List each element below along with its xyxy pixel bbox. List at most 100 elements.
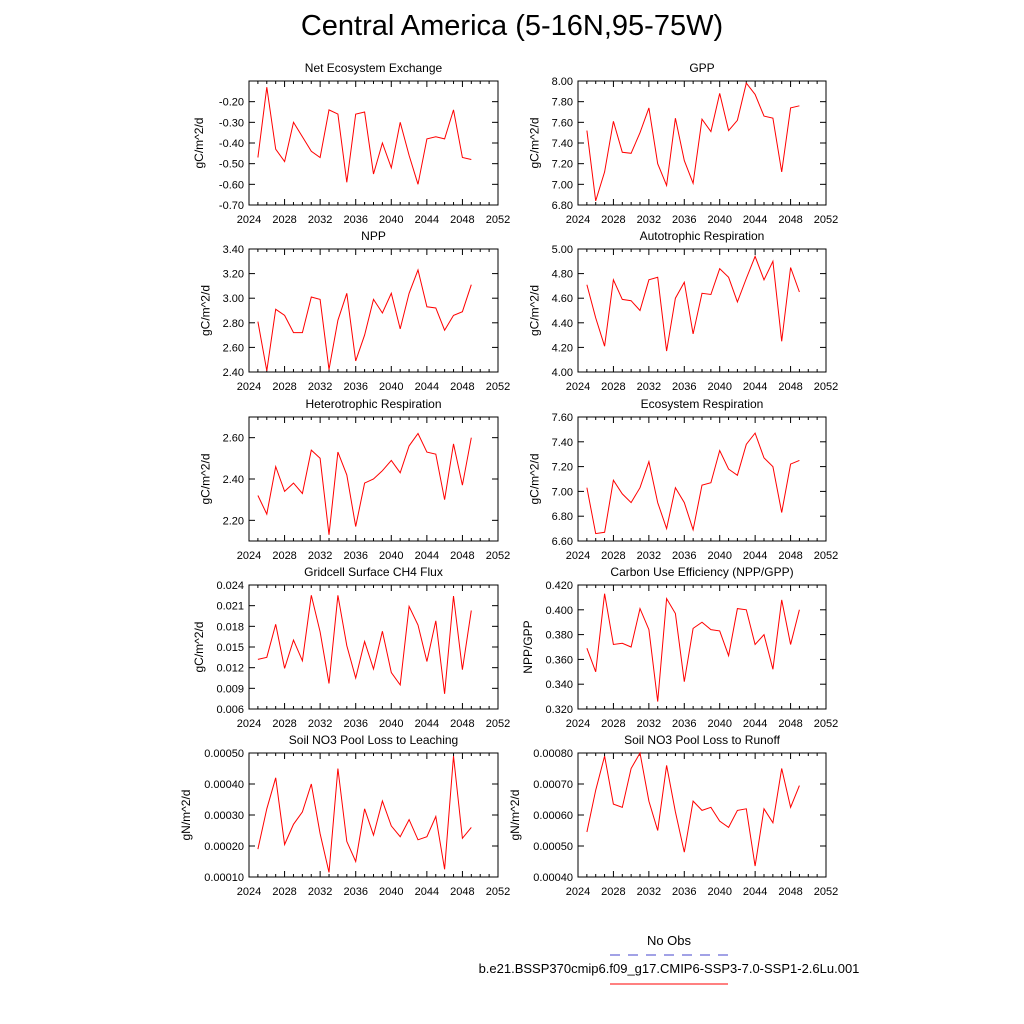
y-tick-label: 7.40 — [552, 437, 573, 449]
y-axis-label: gC/m^2/d — [527, 454, 541, 505]
x-tick-label: 2036 — [343, 381, 367, 393]
x-tick-label: 2028 — [601, 550, 625, 562]
x-tick-label: 2032 — [308, 381, 332, 393]
x-tick-label: 2048 — [778, 886, 802, 898]
x-tick-label: 2036 — [672, 718, 696, 730]
x-tick-label: 2052 — [814, 886, 838, 898]
plot-frame — [248, 584, 499, 710]
x-tick-label: 2032 — [308, 550, 332, 562]
y-axis-label: gN/m^2/d — [179, 790, 193, 841]
x-tick-label: 2040 — [379, 886, 403, 898]
y-tick-label: 0.00010 — [204, 872, 244, 884]
x-tick-label: 2052 — [486, 214, 510, 226]
y-tick-label: 0.400 — [545, 605, 573, 617]
plot-frame — [248, 248, 499, 373]
y-tick-label: 6.80 — [552, 511, 573, 523]
x-tick-label: 2028 — [272, 381, 296, 393]
y-tick-label: 6.80 — [552, 200, 573, 212]
x-tick-label: 2044 — [743, 886, 767, 898]
series-line — [586, 81, 800, 202]
chart-title: Carbon Use Efficiency (NPP/GPP) — [610, 565, 793, 579]
chart-title: NPP — [361, 229, 386, 243]
y-tick-label: 7.40 — [552, 138, 573, 150]
x-tick-label: 2040 — [379, 381, 403, 393]
x-tick-label: 2024 — [237, 886, 261, 898]
y-tick-label: -0.40 — [219, 138, 244, 150]
y-tick-label: 0.015 — [216, 642, 244, 654]
x-tick-label: 2032 — [637, 214, 661, 226]
x-tick-label: 2044 — [415, 886, 439, 898]
y-tick-label: 0.320 — [545, 704, 573, 716]
chart-title: Autotrophic Respiration — [640, 229, 765, 243]
x-tick-label: 2028 — [601, 381, 625, 393]
y-tick-label: 0.021 — [216, 601, 244, 613]
y-tick-label: 8.00 — [552, 76, 573, 88]
x-tick-label: 2048 — [778, 718, 802, 730]
chart-title: Ecosystem Respiration — [641, 397, 764, 411]
series-line — [257, 756, 472, 873]
y-tick-label: 7.60 — [552, 412, 573, 424]
x-tick-label: 2036 — [343, 550, 367, 562]
chart-panel-1: 2024 2028 2032 2036 2040 2044 2048 2052 -0.70 -0.… — [192, 61, 510, 226]
x-tick-label: 2024 — [566, 214, 590, 226]
x-tick-label: 2032 — [308, 718, 332, 730]
chart-title: Gridcell Surface CH4 Flux — [304, 565, 443, 579]
y-tick-label: 2.60 — [223, 433, 244, 445]
x-tick-label: 2048 — [450, 214, 474, 226]
x-tick-label: 2032 — [308, 214, 332, 226]
x-tick-label: 2052 — [814, 214, 838, 226]
chart-title: Net Ecosystem Exchange — [305, 61, 443, 75]
x-tick-label: 2044 — [743, 550, 767, 562]
page-title: Central America (5-16N,95-75W) — [300, 10, 724, 42]
y-tick-label: 0.00080 — [533, 748, 573, 760]
y-tick-label: 4.40 — [552, 318, 573, 330]
plot-frame — [577, 248, 827, 373]
y-tick-label: 0.00050 — [204, 748, 244, 760]
plot-frame — [577, 416, 827, 542]
y-tick-label: 0.00040 — [204, 779, 244, 791]
y-tick-label: 0.360 — [545, 654, 573, 666]
y-axis-label: gN/m^2/d — [508, 790, 522, 841]
y-tick-label: 2.40 — [223, 474, 244, 486]
y-tick-label: 0.009 — [216, 683, 244, 695]
series-line — [586, 593, 800, 702]
x-tick-label: 2024 — [237, 214, 261, 226]
y-tick-label: 0.00050 — [533, 841, 573, 853]
x-tick-label: 2024 — [237, 718, 261, 730]
y-axis-label: gC/m^2/d — [198, 454, 212, 505]
x-tick-label: 2044 — [415, 214, 439, 226]
x-tick-label: 2052 — [814, 718, 838, 730]
x-tick-label: 2036 — [672, 886, 696, 898]
x-tick-label: 2024 — [237, 550, 261, 562]
x-tick-label: 2024 — [566, 550, 590, 562]
series-line — [257, 432, 472, 535]
x-tick-label: 2040 — [379, 550, 403, 562]
plot-frame — [577, 584, 827, 710]
y-tick-label: 7.60 — [552, 117, 573, 129]
y-axis-label: gC/m^2/d — [527, 118, 541, 169]
y-tick-label: 0.006 — [216, 704, 244, 716]
x-tick-label: 2024 — [566, 381, 590, 393]
chart-panel-10: 2024 2028 2032 2036 2040 2044 2048 2052 0.00040 0… — [508, 733, 838, 898]
x-tick-label: 2028 — [272, 886, 296, 898]
series-line — [257, 87, 472, 185]
chart-title: Soil NO3 Pool Loss to Leaching — [289, 733, 458, 747]
y-tick-label: 4.80 — [552, 269, 573, 281]
x-tick-label: 2040 — [707, 214, 731, 226]
x-tick-label: 2048 — [450, 550, 474, 562]
y-tick-label: 3.20 — [223, 269, 244, 281]
x-tick-label: 2052 — [814, 550, 838, 562]
x-tick-label: 2032 — [637, 381, 661, 393]
y-tick-label: 0.00060 — [533, 810, 573, 822]
x-tick-label: 2052 — [486, 886, 510, 898]
y-tick-label: 0.00040 — [533, 872, 573, 884]
y-tick-label: 6.60 — [552, 536, 573, 548]
x-tick-label: 2036 — [672, 214, 696, 226]
x-tick-label: 2052 — [486, 550, 510, 562]
chart-panel-2: 2024 2028 2032 2036 2040 2044 2048 2052 6.80 7.00… — [527, 61, 838, 226]
x-tick-label: 2040 — [707, 886, 731, 898]
y-tick-label: 3.00 — [223, 293, 244, 305]
chart-title: Soil NO3 Pool Loss to Runoff — [624, 733, 781, 747]
x-tick-label: 2040 — [707, 550, 731, 562]
y-tick-label: 0.380 — [545, 630, 573, 642]
